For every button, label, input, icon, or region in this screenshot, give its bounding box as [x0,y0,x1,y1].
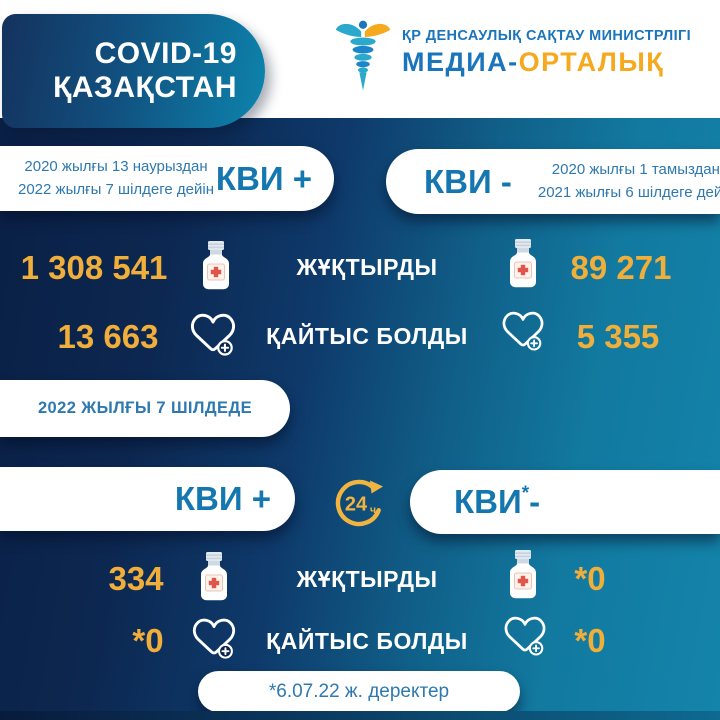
footer-note-pill: *6.07.22 ж. деректер [198,671,520,712]
period-line1: 2020 жылғы 13 наурыздан [24,158,208,175]
kvi-negative-minus: - [529,483,541,520]
caduceus-logo-icon [334,16,392,101]
cumulative-positive-pill: 2020 жылғы 13 наурыздан 2022 жылғы 7 шіл… [0,146,334,211]
kvi-negative-asterisk: * [521,483,530,504]
heart-plus-icon [500,309,546,357]
medicine-bottle-icon [197,551,231,606]
infected-label: ЖҰҚТЫРДЫ [296,566,438,592]
cumulative-positive-died-count: 13 663 [57,318,159,355]
daily-negative-died-count: *0 [574,622,606,659]
covid-kazakhstan-badge: COVID-19 ҚАЗАҚСТАН [2,14,265,128]
media-center-title-yellow: ОРТАЛЫҚ [518,47,665,77]
daily-positive-infected-count: 334 [108,560,164,597]
badge-line2: ҚАЗАҚСТАН [53,71,237,104]
daily-positive-pill: КВИ + [0,467,295,531]
24h-suffix: ч [370,504,376,516]
cumulative-negative-pill: КВИ - 2020 жылғы 1 тамыздан 2021 жылғы 6… [386,149,720,214]
medicine-bottle-icon [199,240,233,295]
medicine-bottle-icon [506,238,540,293]
heart-plus-icon [188,311,238,362]
media-center-title: МЕДИА-ОРТАЛЫҚ [402,47,691,78]
media-center-title-blue: МЕДИА- [402,47,519,77]
daily-positive-died-count: *0 [132,622,164,659]
badge-line1: COVID-19 [94,37,237,71]
daily-date-label: 2022 ЖЫЛҒЫ 7 ШІЛДЕДЕ [37,399,253,417]
period-line2: 2022 жылғы 7 шілдеге дейін [18,180,214,198]
logo-text-block: ҚР ДЕНСАУЛЫҚ САҚТАУ МИНИСТРЛІГІ МЕДИА-ОР… [402,16,691,78]
died-label: ҚАЙТЫС БОЛДЫ [266,323,468,349]
footer-note: *6.07.22 ж. деректер [268,680,450,702]
period-line1: 2020 жылғы 1 тамыздан [551,161,720,178]
media-center-logo: ҚР ДЕНСАУЛЫҚ САҚТАУ МИНИСТРЛІГІ МЕДИА-ОР… [334,16,691,101]
period-line2: 2021 жылғы 6 шілдеге дейін [537,183,720,201]
heart-plus-icon [190,616,238,665]
daily-kvi-positive-title: КВИ + [174,480,271,517]
infected-label: ЖҰҚТЫРДЫ [296,254,438,280]
bottom-strip [0,711,720,720]
daily-negative-pill: КВИ*- [410,470,720,534]
kvi-negative-base: КВИ [454,483,522,520]
cumulative-positive-period: 2020 жылғы 13 наурыздан 2022 жылғы 7 шіл… [18,156,214,201]
heart-plus-icon [502,614,548,662]
cumulative-negative-period: 2020 жылғы 1 тамыздан 2021 жылғы 6 шілде… [538,159,720,204]
daily-kvi-negative-title: КВИ*- [454,483,540,521]
cumulative-negative-died-count: 5 355 [576,318,660,355]
died-label: ҚАЙТЫС БОЛДЫ [266,628,468,654]
ministry-title: ҚР ДЕНСАУЛЫҚ САҚТАУ МИНИСТРЛІГІ [402,28,692,44]
cumulative-negative-infected-count: 89 271 [570,249,672,286]
24h-number: 24 [345,494,368,516]
medicine-bottle-icon [506,549,540,604]
daily-negative-infected-count: *0 [574,560,606,597]
24-hours-icon: 24 ч [329,472,393,537]
kvi-negative-title: КВИ - [424,162,512,200]
daily-date-pill: 2022 ЖЫЛҒЫ 7 ШІЛДЕДЕ [0,380,290,437]
cumulative-positive-infected-count: 1 308 541 [20,249,168,286]
kvi-positive-title: КВИ + [215,159,312,197]
